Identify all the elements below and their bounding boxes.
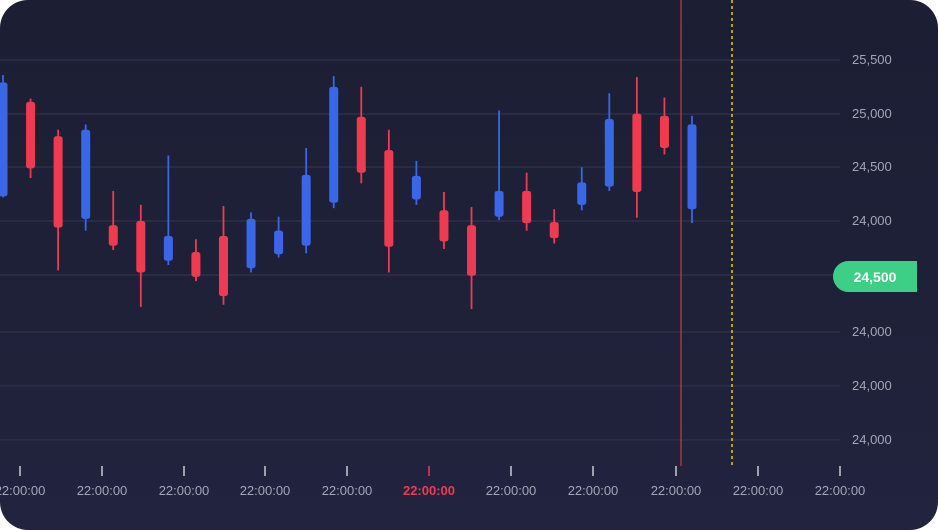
grid-lines	[0, 59, 840, 441]
candle	[274, 216, 284, 258]
candle-body	[246, 218, 256, 269]
candle-body	[577, 182, 587, 205]
x-tick-label: 22:00:00	[815, 483, 866, 498]
candle-body	[26, 101, 36, 169]
x-tick-label: 22:00:00	[733, 483, 784, 498]
x-tick-label: 22:00:00	[568, 483, 619, 498]
x-axis: 22:00:00 22:00:00 22:00:00 22:00:00 22:00:00…	[0, 466, 865, 498]
candle-body	[163, 236, 173, 261]
candle-body	[108, 225, 118, 246]
candle	[632, 77, 642, 218]
candle	[108, 190, 118, 250]
candle-body	[356, 116, 366, 173]
y-tick-label: 25,000	[852, 106, 892, 121]
candle	[577, 167, 587, 211]
candle	[329, 76, 339, 209]
candle	[439, 192, 449, 249]
candle	[494, 110, 504, 220]
candle-body	[467, 225, 477, 276]
candle-body	[439, 210, 449, 242]
y-tick-label: 25,500	[852, 52, 892, 67]
candle-body	[411, 175, 421, 200]
candle-body	[632, 113, 642, 193]
x-tick-label: 22:00:00	[486, 483, 537, 498]
candle	[191, 239, 201, 282]
candle-body	[659, 115, 669, 149]
x-tick-label: 22:00:00	[322, 483, 373, 498]
candle-body	[191, 252, 201, 277]
x-tick-label: 22:00:00	[240, 483, 291, 498]
candle	[549, 209, 559, 244]
candles	[0, 75, 697, 310]
y-tick-label: 24,000	[852, 432, 892, 447]
current-price-badge: 24,500	[833, 261, 917, 292]
x-tick-label: 22:00:00	[77, 483, 128, 498]
y-axis-labels: 25,500 25,000 24,500 24,000 24,000 24,000 24,0…	[852, 52, 892, 447]
candle	[301, 148, 311, 254]
candle	[246, 212, 256, 273]
y-tick-label: 24,000	[852, 213, 892, 228]
candle	[136, 204, 146, 307]
candle	[384, 129, 394, 273]
candle-body	[494, 190, 504, 217]
marker-lines	[680, 0, 733, 466]
candle-body	[384, 150, 394, 247]
candle-body	[274, 230, 284, 255]
candle	[604, 93, 614, 191]
candle-body	[53, 136, 63, 228]
candle	[26, 98, 36, 179]
y-tick-label: 24,500	[852, 159, 892, 174]
candle	[0, 75, 8, 198]
candle	[53, 129, 63, 271]
candle-body	[0, 82, 8, 197]
candle-body	[136, 221, 146, 273]
x-tick-label: 22:00:00	[651, 483, 702, 498]
x-tick-label: 22:00:00	[403, 483, 455, 498]
candle	[659, 97, 669, 155]
x-tick-label: 22:00:00	[0, 483, 45, 498]
candle-body	[604, 119, 614, 187]
candle	[522, 172, 532, 231]
candle-body	[687, 124, 697, 210]
candle	[218, 205, 228, 305]
candle	[81, 124, 91, 231]
x-tick-label: 22:00:00	[159, 483, 210, 498]
candle	[687, 115, 697, 224]
candle	[163, 155, 173, 266]
candle-body	[81, 129, 91, 219]
y-tick-label: 24,000	[852, 324, 892, 339]
y-tick-label: 24,000	[852, 378, 892, 393]
candle	[467, 207, 477, 310]
candle-body	[549, 222, 559, 239]
candle-body	[329, 86, 339, 203]
candle-body	[522, 190, 532, 224]
candle	[356, 86, 366, 184]
candle-body	[301, 174, 311, 246]
candle	[411, 160, 421, 205]
candle-body	[218, 236, 228, 297]
